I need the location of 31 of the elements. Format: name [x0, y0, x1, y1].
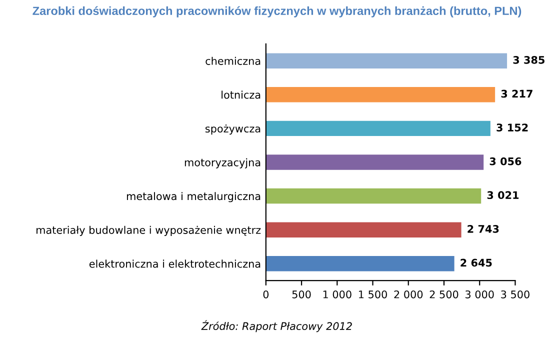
- data-label: 3 217: [501, 90, 532, 98]
- x-tick-label: 2 500: [430, 290, 458, 298]
- data-label: 3 152: [496, 124, 528, 132]
- bar: [266, 222, 462, 238]
- bar: [266, 154, 484, 170]
- data-label: 2 743: [468, 224, 499, 233]
- bar: [266, 87, 496, 102]
- x-tick-label: 3 500: [501, 290, 530, 298]
- y-tick-label: spożywcza: [205, 124, 260, 135]
- y-tick-label: lotnicza: [222, 90, 260, 99]
- bar: [266, 120, 490, 136]
- bar: [266, 256, 454, 272]
- y-tick-label: elektroniczna i elektrotechniczna: [89, 260, 260, 268]
- x-tick-label: 0: [263, 290, 269, 298]
- data-label: 3 021: [487, 191, 519, 200]
- y-tick-label: motoryzacyjna: [184, 158, 260, 168]
- x-tick-label: 500: [292, 290, 311, 298]
- data-label: 3 056: [490, 157, 522, 166]
- data-label: 2 645: [460, 258, 492, 267]
- x-tick-label: 1 500: [358, 290, 387, 298]
- text: Źródło: Raport Płacowy 2012: [201, 320, 352, 332]
- bar: [266, 188, 482, 204]
- y-tick-label: chemiczna: [206, 56, 260, 65]
- chart-title: Zarobki doświadczonych pracowników fizycznych w wybranych branżach (brutto, PLN): [32, 6, 522, 18]
- bar: [266, 53, 508, 68]
- data-label: 3 385: [513, 56, 544, 64]
- x-tick-label: 2 000: [394, 290, 423, 298]
- y-tick-label: materiały budowlane i wyposażenie wnętrz: [36, 226, 261, 236]
- x-tick-label: 3 000: [465, 290, 494, 298]
- y-tick-label: metalowa i metalurgiczna: [126, 192, 260, 202]
- x-tick-label: 1 000: [323, 290, 352, 298]
